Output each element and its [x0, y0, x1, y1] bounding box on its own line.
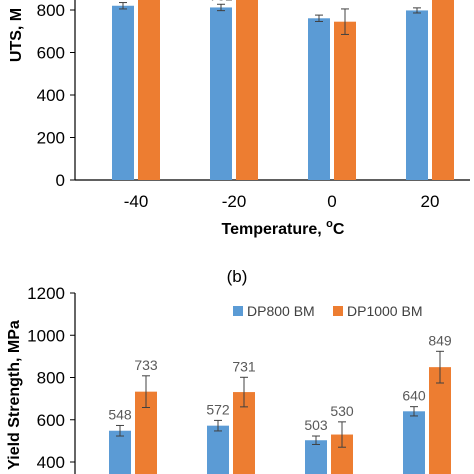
data-label: 548	[108, 406, 132, 422]
bar	[236, 0, 258, 180]
data-label: 733	[134, 357, 158, 373]
y-tick-label: 800	[37, 1, 65, 20]
y-tick-label: 400	[37, 86, 65, 105]
bar	[305, 440, 327, 474]
y-tick-label: 800	[37, 369, 65, 388]
subplot-label: (b)	[227, 267, 248, 286]
data-label: 761	[209, 0, 233, 3]
x-tick-label: 20	[421, 192, 440, 211]
y-tick-label: 600	[37, 411, 65, 430]
data-label: 731	[232, 358, 256, 374]
x-axis-title-text: Temperature,	[222, 221, 327, 238]
data-label: 572	[206, 401, 230, 417]
x-axis-title-unit: C	[333, 221, 345, 238]
bar	[334, 21, 356, 180]
bar	[210, 7, 232, 181]
bar	[109, 430, 131, 474]
y-tick-label: 200	[37, 129, 65, 148]
bar	[138, 0, 160, 180]
y-tick-label: 1200	[27, 284, 65, 303]
y-axis-title: Yield Strength, MPa	[6, 320, 23, 470]
bar	[207, 425, 229, 474]
y-tick-label: 1000	[27, 326, 65, 345]
bar	[429, 367, 451, 474]
bar	[406, 10, 428, 180]
data-label: 640	[402, 388, 426, 404]
y-axis-title: UTS, M	[8, 8, 25, 62]
data-label: 530	[330, 403, 354, 419]
data-label: 849	[428, 332, 452, 348]
legend-label: DP1000 BM	[347, 303, 422, 319]
x-tick-label: 0	[327, 192, 336, 211]
bar	[135, 391, 157, 474]
x-tick-label: -20	[222, 192, 247, 211]
y-tick-label: 400	[37, 453, 65, 472]
legend-label: DP800 BM	[247, 303, 315, 319]
bar	[308, 18, 330, 180]
legend-swatch	[333, 306, 343, 316]
x-axis-title-sup: o	[326, 218, 333, 230]
x-axis-title: Temperature, oC	[222, 218, 345, 238]
y-tick-label: 0	[56, 171, 65, 190]
bar	[331, 434, 353, 474]
x-tick-label: -40	[124, 192, 149, 211]
legend-swatch	[233, 306, 243, 316]
bar	[112, 5, 134, 180]
bar	[233, 392, 255, 474]
bar	[403, 411, 425, 474]
bar	[432, 0, 454, 180]
y-tick-label: 600	[37, 44, 65, 63]
data-label: 503	[304, 417, 328, 433]
